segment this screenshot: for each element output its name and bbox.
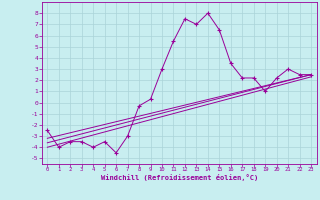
X-axis label: Windchill (Refroidissement éolien,°C): Windchill (Refroidissement éolien,°C) [100, 174, 258, 181]
